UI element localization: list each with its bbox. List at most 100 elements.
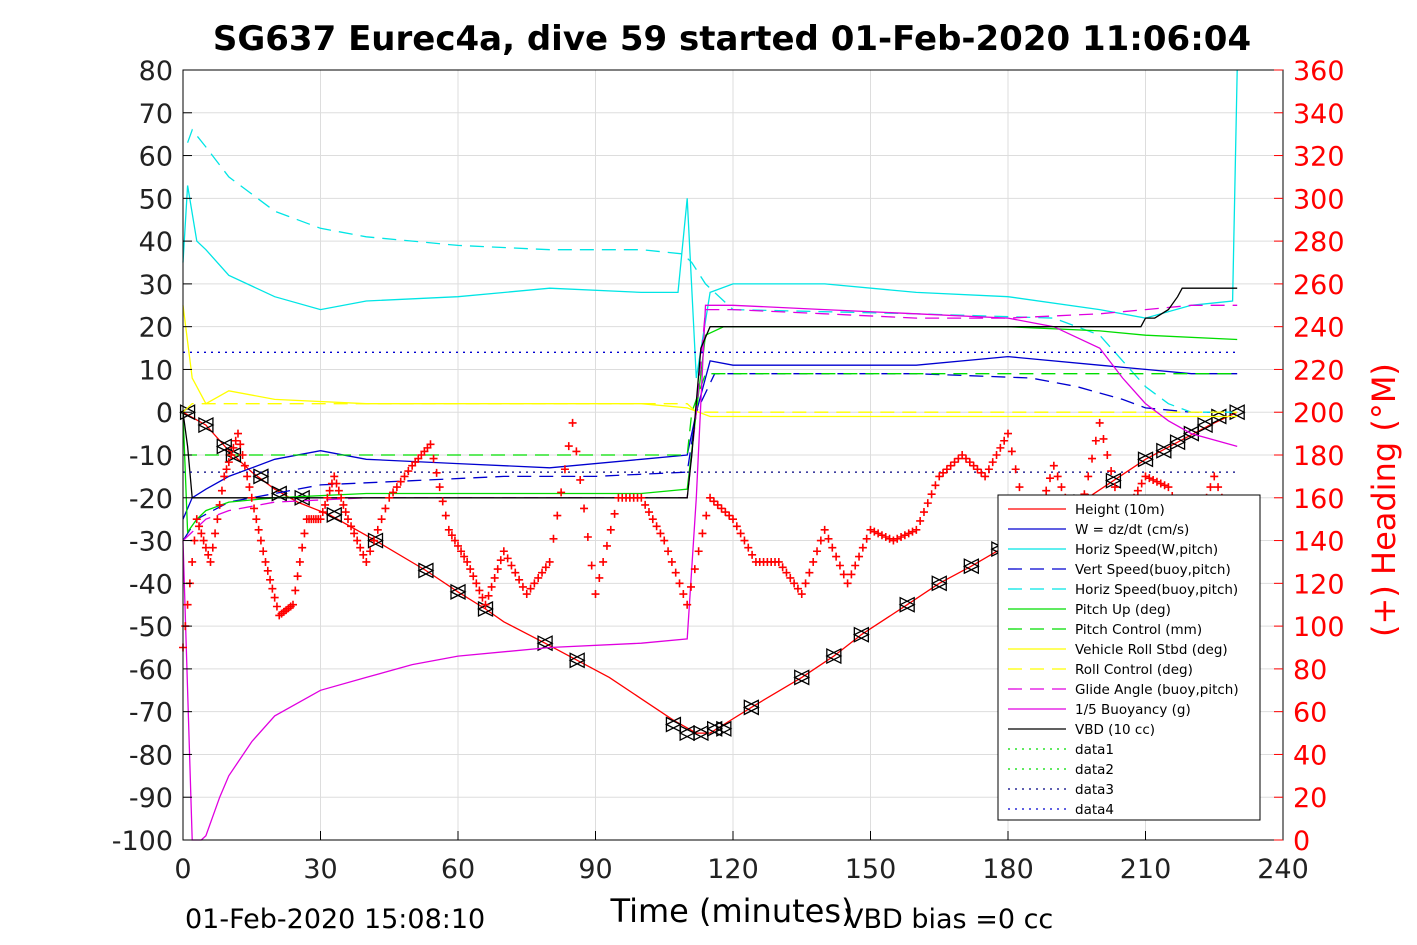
legend-entry-label: data2 (1075, 762, 1114, 778)
heading-marker (809, 557, 818, 566)
heading-marker (560, 465, 569, 474)
heading-marker (515, 575, 524, 584)
heading-marker (984, 465, 993, 474)
heading-marker (965, 458, 974, 467)
heading-marker (652, 522, 661, 531)
heading-marker (526, 584, 535, 593)
y-left-tick-label: -90 (129, 783, 173, 814)
heading-marker (816, 536, 825, 545)
heading-marker (992, 451, 1001, 459)
heading-marker (721, 508, 730, 517)
y-left-tick-label: -40 (129, 569, 173, 600)
heading-marker (503, 554, 512, 563)
heading-marker (874, 529, 883, 538)
chart-title: SG637 Eurec4a, dive 59 started 01-Feb-20… (213, 19, 1251, 59)
legend: Height (10m) W = dz/dt (cm/s) Horiz Speed(… (997, 494, 1261, 821)
heading-marker (259, 547, 268, 556)
heading-marker (404, 467, 413, 476)
y-right-tick-label: 140 (1293, 527, 1345, 558)
heading-marker (736, 529, 745, 538)
heading-marker (227, 451, 236, 459)
axis-ticks: 0 30 60 90 120 150 180 210 24080706050403020100-… (112, 56, 1345, 885)
x-tick-label: 0 (174, 854, 191, 885)
heading-marker (1145, 474, 1154, 483)
heading-marker (475, 586, 484, 595)
heading-marker (487, 582, 496, 591)
heading-marker (385, 493, 394, 502)
legend-entry-label: data4 (1075, 802, 1114, 818)
heading-marker (400, 472, 409, 481)
x-tick-label: 210 (1120, 854, 1172, 885)
legend-entry-label: Vehicle Roll Stbd (deg) (1075, 642, 1228, 658)
heading-marker (572, 447, 581, 456)
heading-marker (247, 493, 256, 502)
heading-marker (183, 600, 192, 609)
x-tick-label: 150 (845, 854, 897, 885)
legend-entry-label: Horiz Speed(W,pitch) (1075, 542, 1218, 558)
heading-marker (377, 515, 386, 524)
heading-marker (318, 508, 327, 517)
heading-marker (188, 557, 197, 566)
height-marker (1137, 451, 1154, 468)
heading-marker (744, 543, 753, 552)
y-left-tick-label: -20 (129, 484, 173, 515)
heading-marker (1160, 481, 1169, 490)
heading-marker (350, 529, 359, 538)
heading-marker (897, 532, 906, 541)
heading-marker (667, 557, 676, 566)
height-marker (568, 652, 586, 669)
height-marker (1169, 434, 1187, 451)
heading-marker (256, 536, 265, 545)
heading-marker (204, 550, 213, 559)
y-right-tick-label: 320 (1293, 142, 1345, 173)
height-marker (793, 669, 811, 686)
heading-marker (786, 573, 795, 582)
height-marker (962, 558, 980, 575)
heading-marker (435, 483, 444, 492)
heading-marker (648, 515, 657, 524)
heading-marker (484, 591, 493, 600)
heading-marker (1084, 472, 1093, 481)
height-marker (715, 720, 733, 737)
y-right-tick-label: 300 (1293, 184, 1345, 215)
heading-marker (782, 568, 791, 577)
heading-marker (330, 472, 339, 481)
y-left-tick-label: -80 (129, 740, 173, 771)
y-right-tick-label: 180 (1293, 441, 1345, 472)
heading-marker (545, 557, 554, 566)
heading-marker (981, 472, 990, 481)
y-right-tick-label: 80 (1293, 655, 1327, 686)
height-marker (449, 583, 467, 600)
heading-marker (295, 557, 304, 566)
heading-marker (610, 509, 619, 518)
heading-marker (481, 600, 490, 609)
heading-marker (381, 504, 390, 513)
heading-marker (591, 590, 600, 599)
y-right-tick-label: 40 (1293, 740, 1327, 771)
heading-marker (923, 499, 932, 508)
heading-marker (356, 543, 365, 552)
heading-marker (1141, 472, 1150, 481)
y-left-tick-label: 80 (139, 56, 173, 87)
height-marker (367, 532, 384, 549)
y-left-tick-label: 70 (139, 99, 173, 130)
heading-marker (1015, 483, 1024, 492)
heading-marker (206, 557, 215, 566)
heading-marker (463, 557, 472, 566)
heading-marker (553, 511, 562, 520)
heading-marker (851, 561, 860, 570)
y-left-tick-label: 20 (139, 313, 173, 344)
x-axis-label: Time (minutes) (610, 892, 854, 930)
height-marker (1196, 417, 1214, 434)
heading-marker (958, 451, 967, 459)
heading-marker (192, 515, 201, 524)
heading-marker (644, 508, 653, 517)
y-left-tick-label: 60 (139, 142, 173, 173)
heading-marker (1137, 479, 1146, 488)
heading-marker (490, 573, 499, 582)
heading-marker (298, 543, 307, 552)
heading-marker (694, 547, 703, 556)
heading-marker (522, 590, 531, 599)
heading-marker (583, 532, 592, 541)
heading-marker (1088, 454, 1097, 463)
